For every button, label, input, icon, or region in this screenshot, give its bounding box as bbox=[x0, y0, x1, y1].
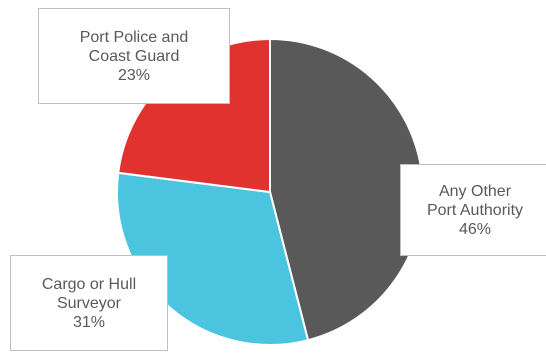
data-label-any-other-value: 46% bbox=[458, 220, 492, 238]
data-label-port-police-line1: Port Police and bbox=[79, 28, 189, 46]
data-label-any-other-line2: Port Authority bbox=[426, 201, 524, 219]
data-label-any-other-port-authority: Any Other Port Authority 46% bbox=[400, 164, 546, 256]
data-label-port-police: Port Police and Coast Guard 23% bbox=[38, 8, 230, 104]
data-label-any-other-line1: Any Other bbox=[438, 182, 512, 200]
data-label-cargo-value: 31% bbox=[72, 313, 106, 331]
data-label-cargo-line1: Cargo or Hull bbox=[41, 275, 137, 293]
data-label-cargo-or-hull-surveyor: Cargo or Hull Surveyor 31% bbox=[10, 255, 168, 351]
data-label-port-police-value: 23% bbox=[117, 66, 151, 84]
data-label-cargo-line2: Surveyor bbox=[56, 294, 122, 312]
data-label-port-police-line2: Coast Guard bbox=[88, 47, 180, 65]
